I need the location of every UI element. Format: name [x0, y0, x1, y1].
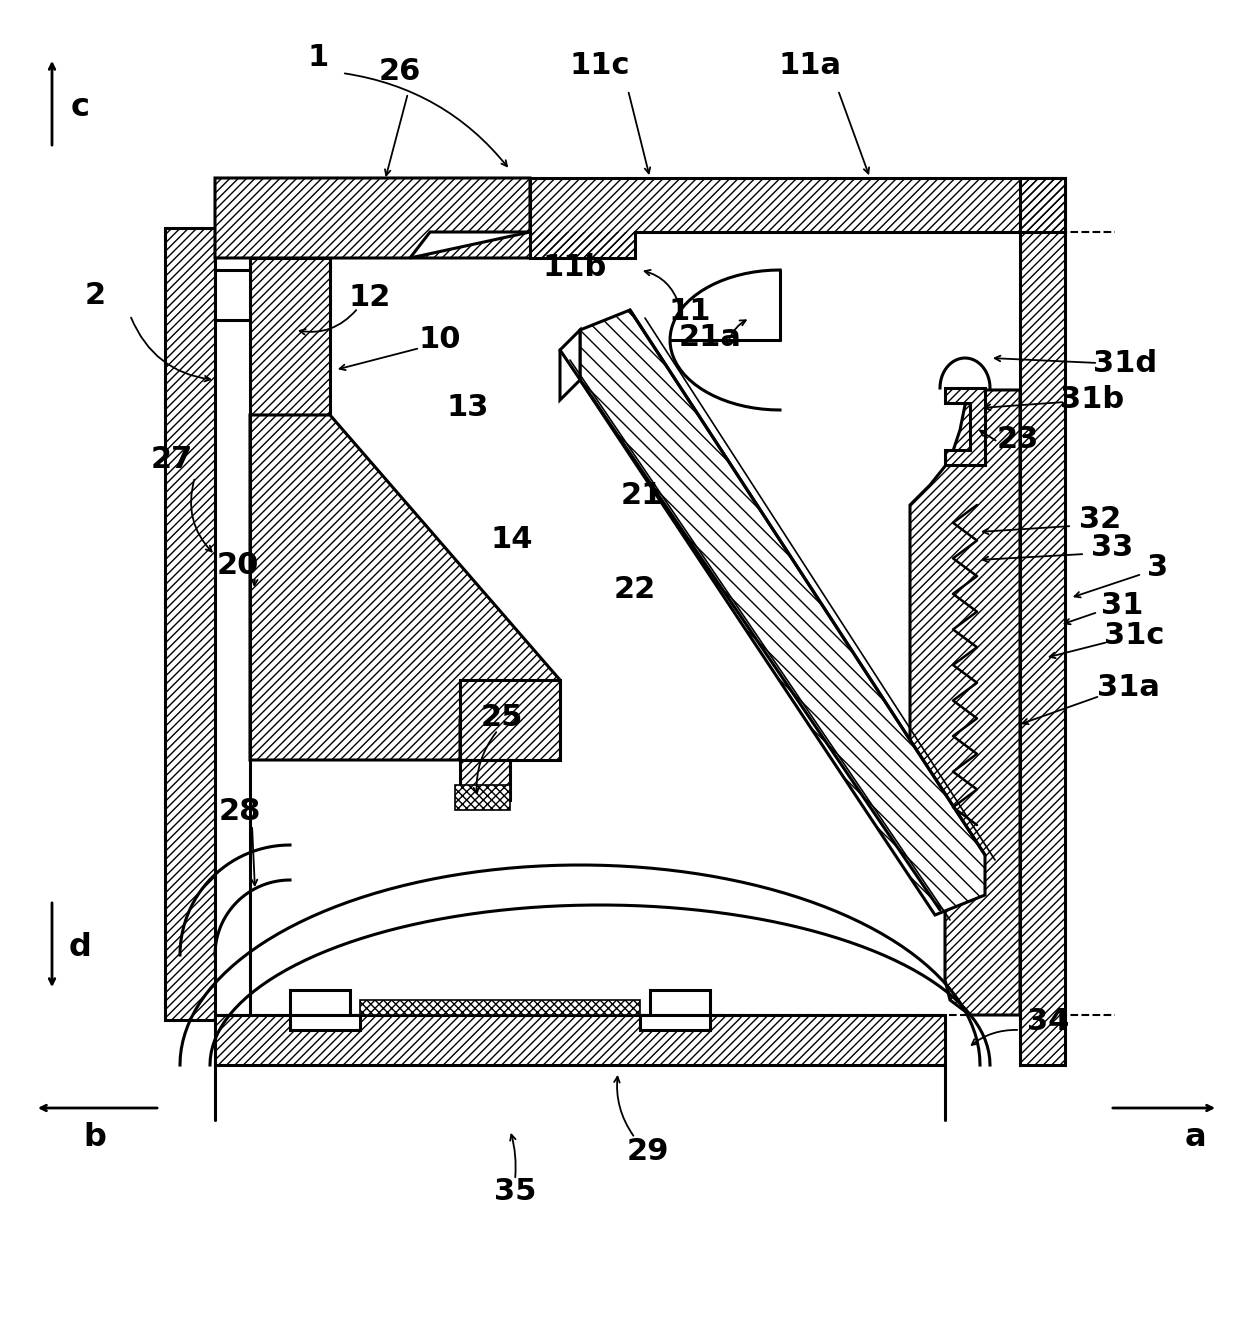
- Text: 11: 11: [668, 297, 712, 327]
- Text: 2: 2: [84, 280, 105, 309]
- Text: 26: 26: [378, 57, 422, 87]
- Polygon shape: [1021, 232, 1065, 1065]
- Polygon shape: [215, 1015, 945, 1065]
- Text: 31b: 31b: [1060, 386, 1125, 415]
- Text: 22: 22: [614, 575, 656, 604]
- Text: 31a: 31a: [1096, 674, 1159, 703]
- Polygon shape: [910, 390, 1021, 1015]
- Text: d: d: [68, 932, 92, 963]
- Polygon shape: [215, 269, 250, 320]
- Polygon shape: [460, 760, 510, 800]
- Polygon shape: [165, 228, 215, 1021]
- Text: 27: 27: [151, 446, 193, 475]
- Text: 31: 31: [1101, 591, 1143, 619]
- Polygon shape: [360, 1000, 640, 1015]
- Polygon shape: [460, 680, 560, 760]
- Text: 20: 20: [217, 551, 259, 579]
- Polygon shape: [1021, 177, 1065, 232]
- Polygon shape: [529, 177, 1065, 257]
- Text: 14: 14: [491, 526, 533, 555]
- Text: 23: 23: [997, 426, 1039, 455]
- Polygon shape: [410, 232, 635, 257]
- Polygon shape: [640, 1015, 711, 1030]
- Text: 1: 1: [308, 44, 329, 72]
- Text: 25: 25: [481, 703, 523, 732]
- Text: 11c: 11c: [569, 51, 630, 80]
- Text: 10: 10: [419, 325, 461, 355]
- Text: 35: 35: [494, 1178, 536, 1206]
- Text: 21: 21: [621, 480, 663, 510]
- Text: 31c: 31c: [1104, 620, 1164, 650]
- Polygon shape: [250, 415, 560, 760]
- Text: 11b: 11b: [543, 253, 608, 283]
- Text: 11a: 11a: [779, 51, 842, 80]
- Polygon shape: [290, 990, 350, 1015]
- Polygon shape: [290, 1015, 360, 1030]
- Polygon shape: [580, 309, 985, 915]
- Text: 28: 28: [218, 798, 262, 827]
- Text: 29: 29: [626, 1138, 670, 1166]
- Polygon shape: [560, 329, 580, 400]
- Polygon shape: [945, 388, 985, 466]
- Text: 21a: 21a: [678, 324, 742, 352]
- Text: 31d: 31d: [1092, 348, 1157, 378]
- Text: 3: 3: [1147, 554, 1168, 583]
- Text: 34: 34: [1027, 1007, 1069, 1037]
- Polygon shape: [250, 257, 330, 415]
- Text: 13: 13: [446, 394, 490, 423]
- Text: b: b: [83, 1122, 107, 1154]
- Text: c: c: [71, 92, 89, 124]
- Text: 32: 32: [1079, 506, 1121, 535]
- Polygon shape: [650, 990, 711, 1015]
- Polygon shape: [215, 177, 529, 257]
- Text: 33: 33: [1091, 534, 1133, 563]
- Text: a: a: [1184, 1122, 1205, 1154]
- Polygon shape: [455, 784, 510, 810]
- Text: 12: 12: [348, 284, 391, 312]
